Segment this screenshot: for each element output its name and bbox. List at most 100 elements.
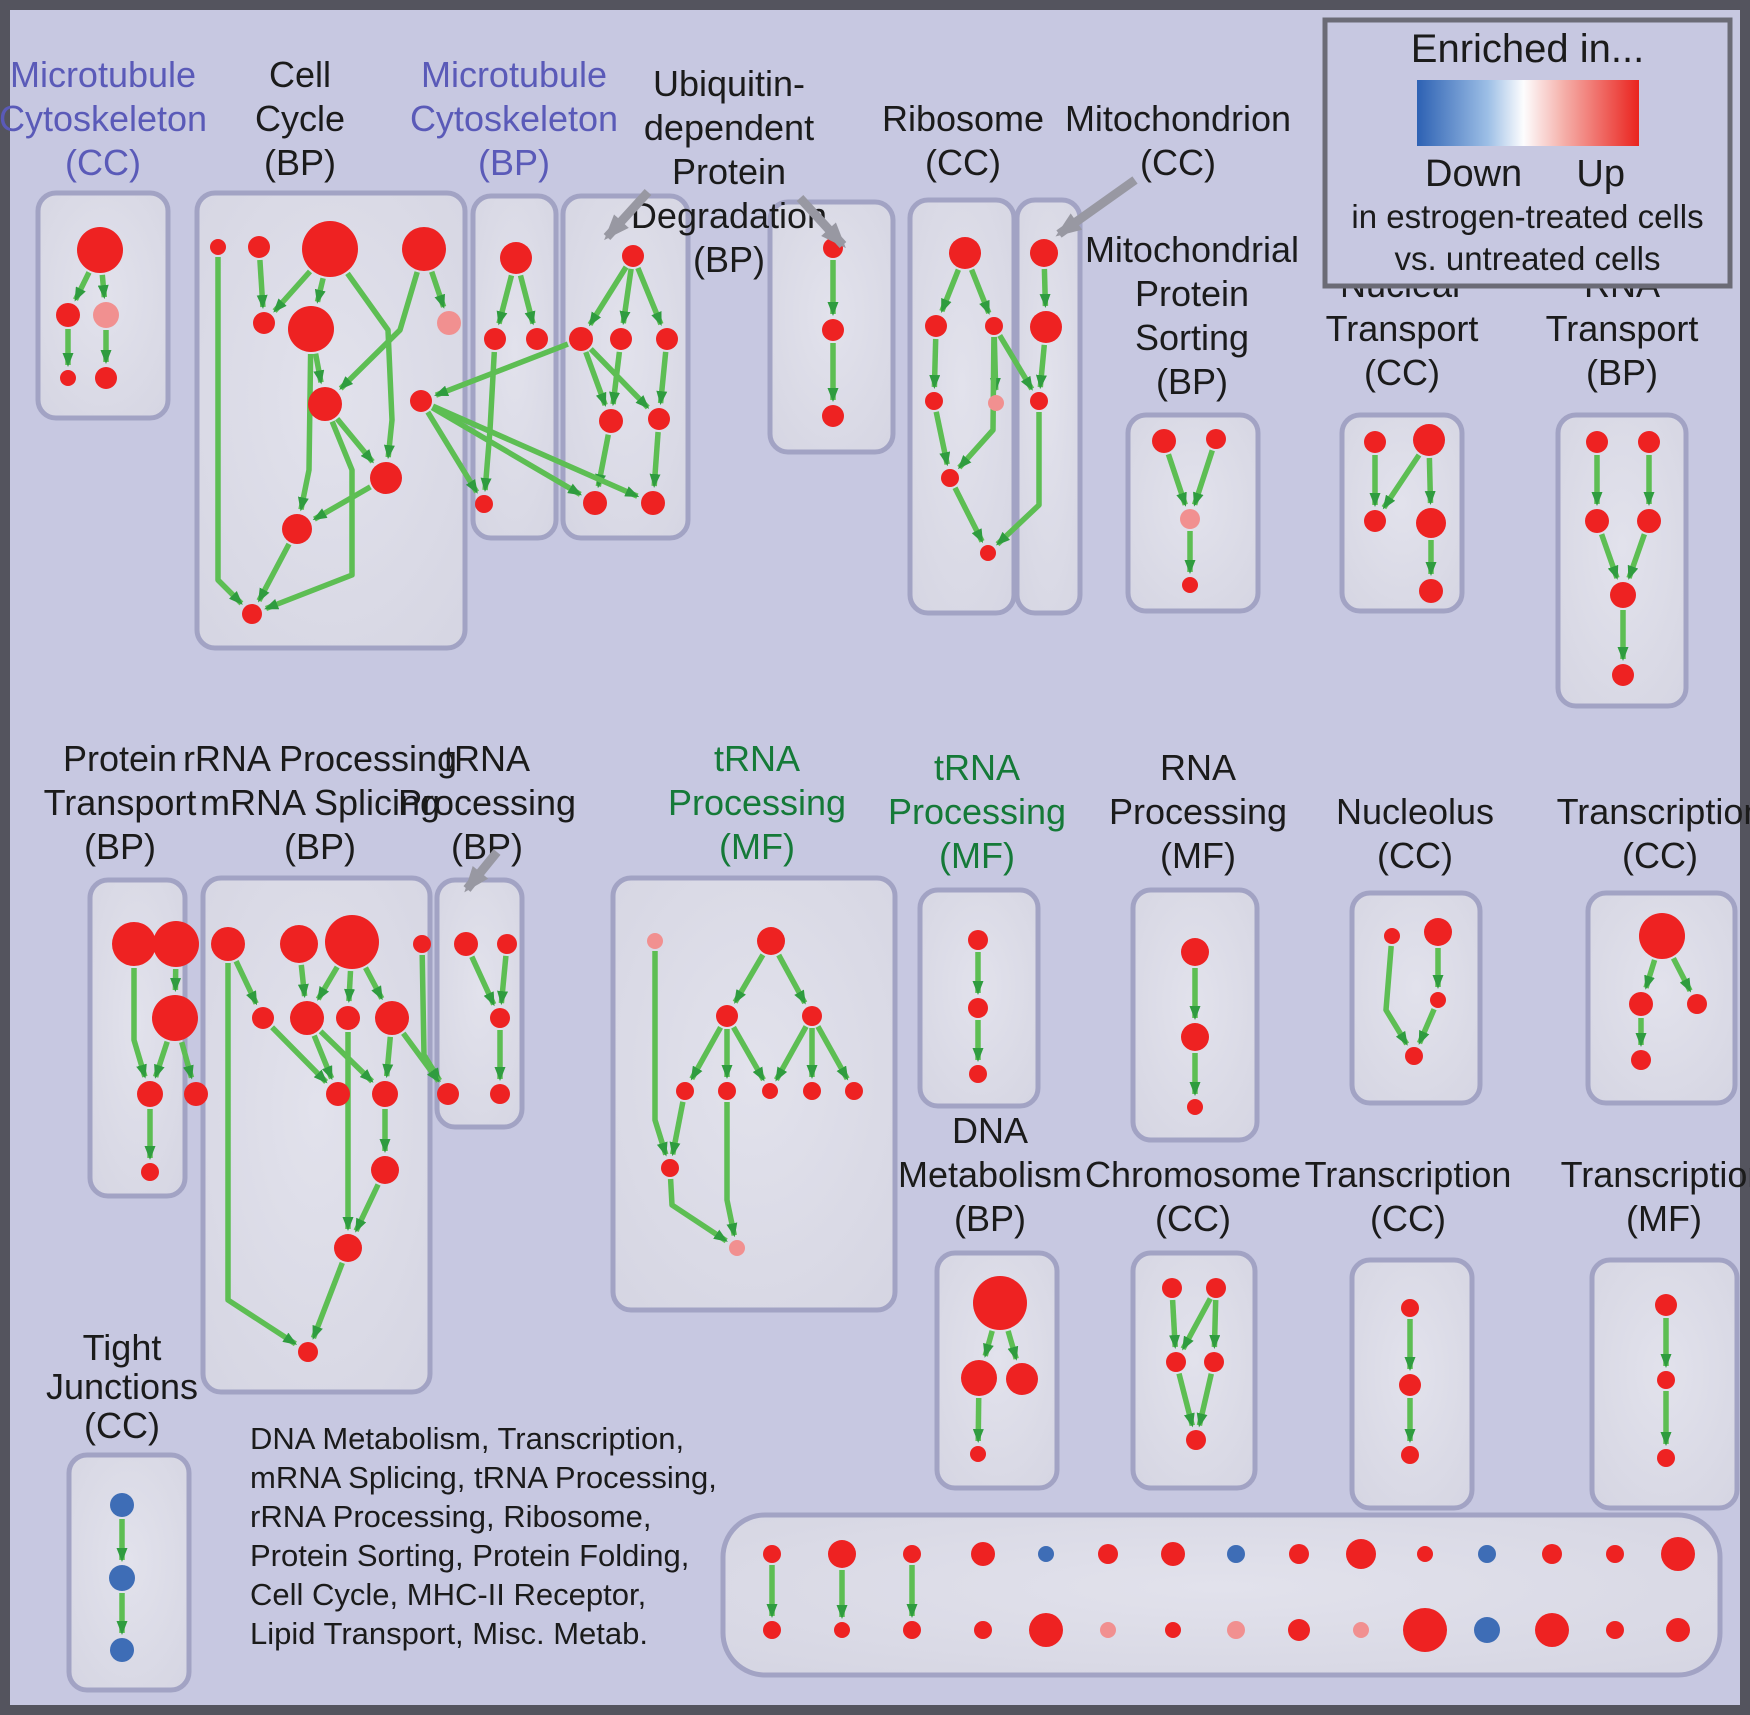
- misc-clusters-node-8: [1289, 1544, 1309, 1564]
- rna-processing-mf-node-2: [1187, 1099, 1203, 1115]
- trna-mf-1-node-9: [661, 1159, 679, 1177]
- transcription-mf-node-1: [1657, 1371, 1675, 1389]
- group-label-trna-mf-2: Processing: [888, 791, 1066, 832]
- cell-cycle-node-5: [288, 306, 334, 352]
- group-label-microtubule-bp: (BP): [478, 142, 550, 183]
- group-label-cell-cycle: (BP): [264, 142, 336, 183]
- misc-clusters-node-26: [1474, 1617, 1500, 1643]
- group-label-mito-protein-sorting: Mitochondrial: [1085, 229, 1299, 270]
- trna-bp-node-2: [490, 1008, 510, 1028]
- trna-mf-1-node-5: [718, 1082, 736, 1100]
- cell-cycle-edge-2-5: [314, 277, 326, 304]
- group-label-transcription-cc-lower: Transcription: [1305, 1154, 1512, 1195]
- cell-cycle-edge-5-7: [312, 353, 325, 385]
- rrna-mrna-edge-2-5: [315, 965, 340, 1001]
- trna-mf-1-edge-3-6: [773, 1025, 809, 1082]
- rna-transport-edge-3-4: [1626, 533, 1647, 580]
- ubiquitin-degradation-node-6: [583, 491, 607, 515]
- group-box-rrna-mrna: [200, 875, 433, 1395]
- ubiquitin-degradation-node-2: [610, 328, 632, 350]
- microtubule-cc-node-0: [77, 227, 123, 273]
- cell-cycle-edge-10-11: [256, 542, 292, 603]
- trna-mf-1-node-0: [647, 933, 663, 949]
- misc-clusters-node-10: [1417, 1546, 1433, 1562]
- cell-cycle-node-7: [308, 387, 342, 421]
- ubiquitin-degradation-edge-5-7: [649, 431, 661, 488]
- rrna-mrna-node-11: [334, 1234, 362, 1262]
- label-pointer-arrow-2: [1055, 176, 1138, 238]
- rrna-mrna-edge-0-12: [225, 963, 298, 1347]
- ribosome-cc-node-4: [988, 395, 1004, 411]
- trna-mf-1-node-8: [845, 1082, 863, 1100]
- group-label-ubiquitin-degradation: (BP): [693, 239, 765, 280]
- cross-edge-7: [401, 1031, 441, 1083]
- misc-clusters-node-2: [903, 1545, 921, 1563]
- ubiquitin-degradation-edge-0-1: [587, 265, 629, 327]
- rna-transport-node-4: [1610, 582, 1636, 608]
- group-label-microtubule-bp: Cytoskeleton: [410, 98, 618, 139]
- group-label-microtubule-cc: (CC): [65, 142, 141, 183]
- group-box-misc-clusters: [720, 1512, 1723, 1678]
- trna-mf-2-node-0: [968, 930, 988, 950]
- label-pointer-arrow-3: [463, 849, 501, 893]
- group-label-mito-protein-sorting: (BP): [1156, 361, 1228, 402]
- transcription-cc-upper-node-3: [1631, 1050, 1651, 1070]
- misc-clusters-node-18: [974, 1621, 992, 1639]
- trna-bp-node-3: [437, 1083, 459, 1105]
- nucleolus-cc-edge-2-3: [1416, 1008, 1437, 1045]
- rrna-mrna-node-9: [372, 1081, 398, 1107]
- chromosome-cc-node-2: [1166, 1352, 1186, 1372]
- trna-mf-1-node-4: [676, 1082, 694, 1100]
- transcription-cc-lower-node-0: [1401, 1299, 1419, 1317]
- misc-clusters-node-19: [1029, 1613, 1063, 1647]
- protein-transport-node-1: [153, 921, 199, 967]
- group-label-rna-transport: Transport: [1546, 308, 1699, 349]
- trna-bp-node-4: [490, 1084, 510, 1104]
- group-label-rna-processing-mf: RNA: [1160, 747, 1236, 788]
- cell-cycle-node-10: [282, 514, 312, 544]
- rrna-mrna-node-3: [413, 935, 431, 953]
- cell-cycle-edge-7-9: [334, 416, 375, 464]
- rrna-mrna-node-1: [280, 925, 318, 963]
- cell-cycle-node-4: [253, 312, 275, 334]
- nuclear-transport-node-2: [1364, 510, 1386, 532]
- nucleolus-cc-node-1: [1424, 918, 1452, 946]
- ubiquitin-degradation-edge-0-2: [619, 268, 634, 326]
- rrna-mrna-node-10: [371, 1156, 399, 1184]
- rrna-mrna-node-8: [326, 1082, 350, 1106]
- group-label-cell-cycle: Cell: [269, 54, 331, 95]
- misc-clusters-node-11: [1478, 1545, 1496, 1563]
- group-label-protein-transport: Transport: [44, 782, 197, 823]
- microtubule-cc-edge-0-2: [97, 274, 109, 300]
- misc-clusters-node-20: [1100, 1622, 1116, 1638]
- cell-cycle-node-11: [242, 604, 262, 624]
- trna-mf-1-edge-9-10: [667, 1178, 728, 1244]
- cell-cycle-node-9: [370, 462, 402, 494]
- protein-transport-node-5: [141, 1163, 159, 1181]
- microtubule-cc-edge-0-1: [73, 271, 92, 302]
- group-label-ubiquitin-degradation: Protein: [672, 151, 786, 192]
- transcription-cc-upper-edge-0-2: [1670, 956, 1693, 993]
- rrna-mrna-edge-5-8: [311, 1034, 335, 1081]
- layer-nodes: [56, 221, 1707, 1662]
- misc-clusters-node-22: [1227, 1621, 1245, 1639]
- cell-cycle-edge-0-11: [215, 257, 244, 606]
- ubiquitin-degradation-node-5: [648, 408, 670, 430]
- cell-cycle-edge-2-4: [272, 269, 313, 313]
- misc-clusters-node-16: [834, 1622, 850, 1638]
- group-label-mito-protein-sorting: Protein: [1135, 273, 1249, 314]
- legend-down-label: Down: [1425, 153, 1522, 195]
- rrna-mrna-edge-2-6: [344, 970, 356, 1003]
- misc-clusters-node-14: [1661, 1537, 1695, 1571]
- cell-cycle-node-2: [302, 221, 358, 277]
- protein-transport-edge-2-4: [179, 1041, 195, 1080]
- ubiquitin-degradation-2-node-2: [822, 405, 844, 427]
- misc-clusters-node-21: [1165, 1622, 1181, 1638]
- chromosome-cc-node-1: [1206, 1278, 1226, 1298]
- chromosome-cc-edge-1-2: [1180, 1297, 1213, 1351]
- cross-edge-3: [431, 403, 640, 499]
- ribosome-cc-edge-3-5: [933, 411, 951, 467]
- chromosome-cc-edge-1-3: [1209, 1299, 1221, 1349]
- trna-mf-1-edge-1-2: [732, 953, 766, 1004]
